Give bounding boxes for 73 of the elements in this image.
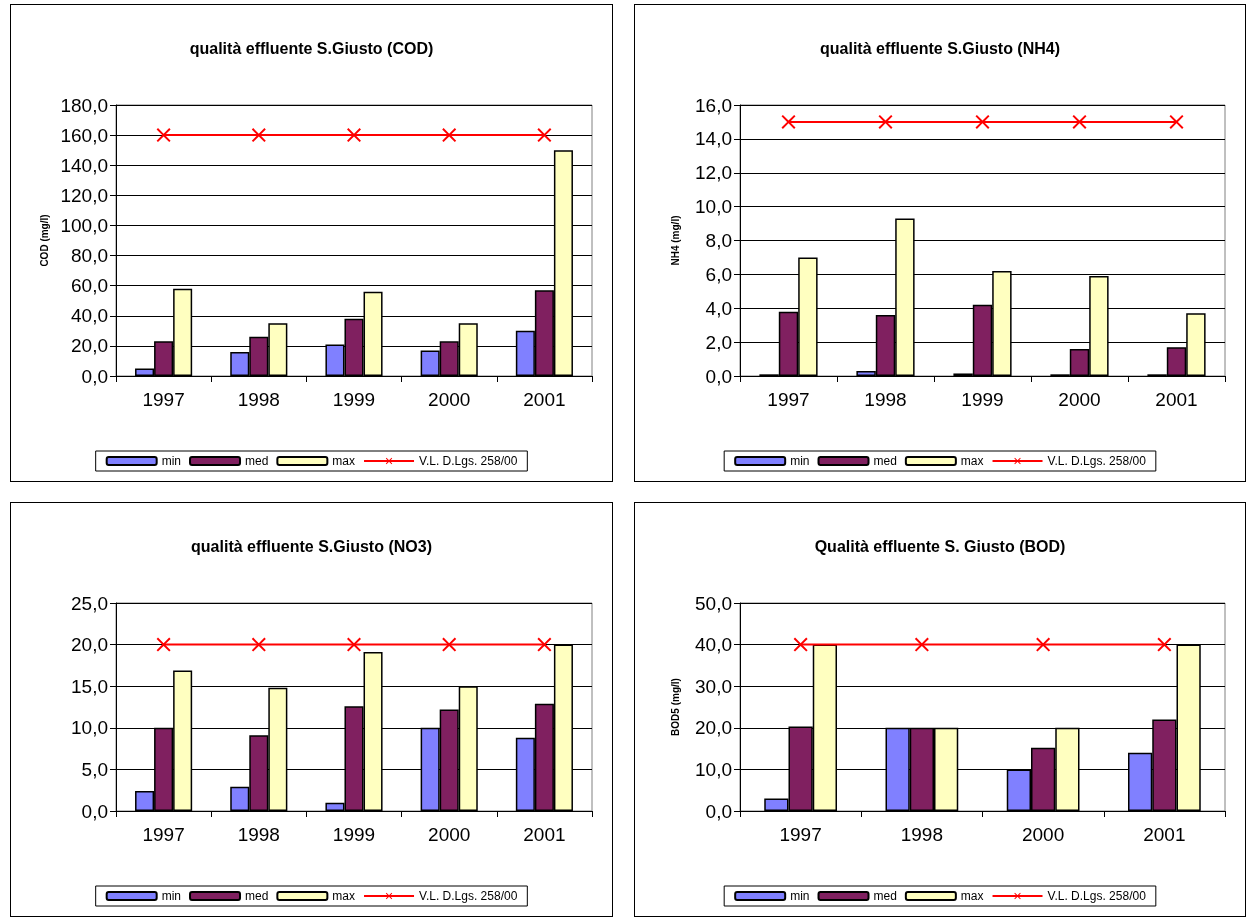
chart-title: qualità effluente S.Giusto (NH4)	[819, 39, 1061, 57]
y-tick-label: 10,0	[695, 758, 732, 780]
y-tick-label: 14,0	[695, 128, 732, 150]
y-tick-label: 160,0	[60, 124, 108, 146]
legend-label: min	[161, 454, 182, 468]
y-tick-label: 100,0	[60, 214, 108, 236]
chart-title: qualità effluente S.Giusto (NO3)	[191, 537, 432, 555]
y-tick-label: 140,0	[60, 154, 108, 176]
x-tick-label: 1997	[142, 389, 185, 410]
x-tick-label: 2000	[428, 824, 471, 845]
x-tick-label: 2000	[428, 389, 471, 410]
y-tick-label: 20,0	[71, 335, 108, 357]
y-axis-title: BOD5 (mg/l)	[669, 678, 681, 736]
x-tick-label: 1999	[332, 824, 376, 845]
legend-label: max	[332, 889, 356, 903]
y-tick-label: 20,0	[71, 634, 108, 656]
y-tick-label: 120,0	[60, 184, 108, 206]
y-tick-label: 6,0	[705, 263, 732, 285]
legend-label: V.L. D.Lgs. 258/00	[1047, 889, 1147, 903]
x-tick-label: 1997	[767, 389, 810, 410]
y-tick-label: 5,0	[81, 758, 108, 780]
chart-title: qualità effluente S.Giusto (COD)	[189, 39, 434, 57]
y-tick-label: 0,0	[81, 365, 108, 387]
legend-label: med	[873, 889, 897, 903]
y-tick-label: 16,0	[695, 94, 732, 116]
y-tick-label: 0,0	[705, 800, 732, 822]
legend-label: min	[161, 889, 182, 903]
legend-label: V.L. D.Lgs. 258/00	[419, 889, 518, 903]
legend-label: min	[790, 454, 810, 468]
legend-label: max	[332, 454, 356, 468]
y-tick-label: 40,0	[71, 305, 108, 327]
y-tick-label: 180,0	[60, 94, 108, 116]
y-tick-label: 25,0	[71, 592, 108, 614]
chart-title: Qualità effluente S. Giusto (BOD)	[814, 537, 1066, 555]
y-tick-label: 10,0	[71, 717, 108, 739]
y-tick-label: 50,0	[695, 592, 732, 614]
y-tick-label: 30,0	[695, 675, 732, 697]
x-tick-label: 1999	[961, 389, 1004, 410]
x-tick-label: 1998	[864, 389, 907, 410]
y-tick-label: 12,0	[695, 162, 732, 184]
y-tick-label: 0,0	[705, 365, 732, 387]
x-tick-label: 1998	[900, 824, 944, 845]
legend-label: med	[245, 454, 269, 468]
legend-label: V.L. D.Lgs. 258/00	[1047, 454, 1147, 468]
x-tick-label: 1999	[332, 389, 376, 410]
y-tick-label: 10,0	[695, 196, 732, 218]
x-tick-label: 2001	[1143, 824, 1186, 845]
y-tick-label: 15,0	[71, 675, 108, 697]
x-tick-label: 2001	[523, 389, 566, 410]
y-tick-label: 4,0	[705, 297, 732, 319]
y-tick-label: 20,0	[695, 717, 732, 739]
y-tick-label: 0,0	[81, 800, 108, 822]
legend-label: min	[790, 889, 810, 903]
x-tick-label: 2000	[1058, 389, 1101, 410]
x-tick-label: 2001	[523, 824, 566, 845]
y-tick-label: 2,0	[705, 331, 732, 353]
x-tick-label: 1998	[237, 389, 280, 410]
x-tick-label: 1997	[142, 824, 185, 845]
y-tick-label: 8,0	[705, 230, 732, 251]
y-tick-label: 40,0	[695, 634, 732, 656]
legend-label: med	[873, 454, 897, 468]
x-tick-label: 1997	[779, 824, 822, 845]
legend-label: med	[245, 889, 269, 903]
legend-label: max	[960, 889, 984, 903]
legend-label: V.L. D.Lgs. 258/00	[419, 454, 518, 468]
x-tick-label: 2001	[1155, 389, 1198, 410]
y-axis-title: NH4 (mg/l)	[669, 215, 681, 266]
x-tick-label: 2000	[1021, 824, 1065, 845]
x-tick-label: 1998	[237, 824, 280, 845]
y-tick-label: 60,0	[71, 275, 108, 297]
y-tick-label: 80,0	[71, 245, 108, 267]
legend-label: max	[960, 454, 984, 468]
y-axis-title: COD (mg/l)	[39, 214, 51, 267]
